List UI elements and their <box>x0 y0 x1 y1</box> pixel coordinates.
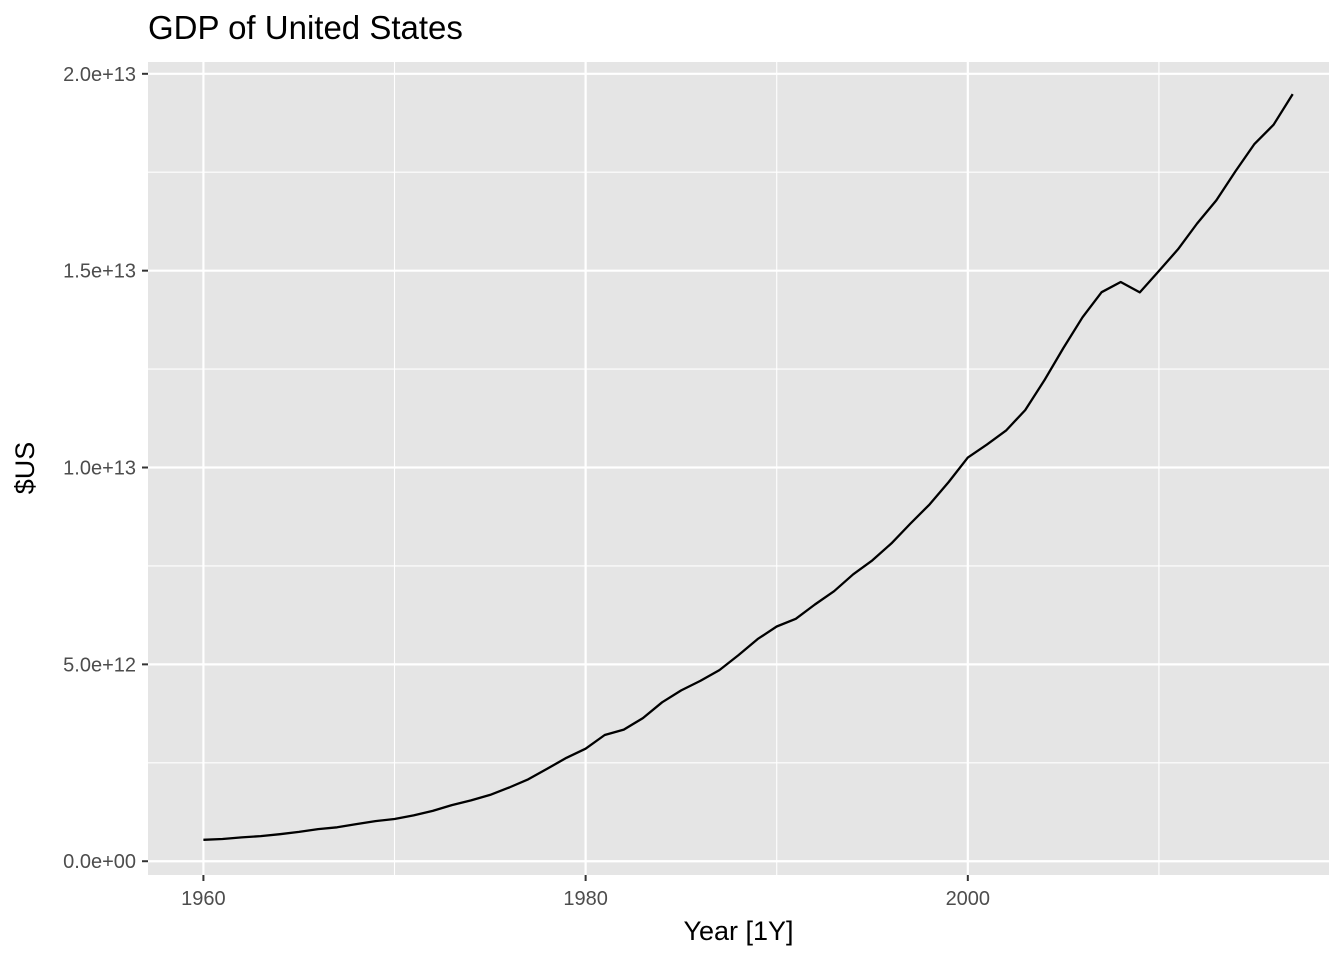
y-tick-label: 1.5e+13 <box>63 261 136 283</box>
axis-ticks <box>142 72 969 881</box>
x-tick-label: 2000 <box>946 888 991 910</box>
chart-title: GDP of United States <box>148 9 463 46</box>
y-tick-label: 2.0e+13 <box>63 64 136 86</box>
y-tick-label: 1.0e+13 <box>63 458 136 480</box>
x-axis-title: Year [1Y] <box>683 916 793 946</box>
x-tick-label: 1980 <box>563 888 608 910</box>
series-layer <box>203 93 1294 841</box>
x-tick-labels: 1960 1980 2000 <box>181 888 990 910</box>
gdp-series-line <box>203 93 1294 841</box>
y-axis-title: $US <box>10 442 40 495</box>
x-tick-label: 1960 <box>181 888 226 910</box>
y-tick-labels: 0.0e+00 5.0e+12 1.0e+13 1.5e+13 2.0e+13 <box>63 64 136 873</box>
y-tick-label: 0.0e+00 <box>63 851 136 873</box>
major-gridlines <box>148 62 1329 875</box>
y-tick-label: 5.0e+12 <box>63 654 136 676</box>
